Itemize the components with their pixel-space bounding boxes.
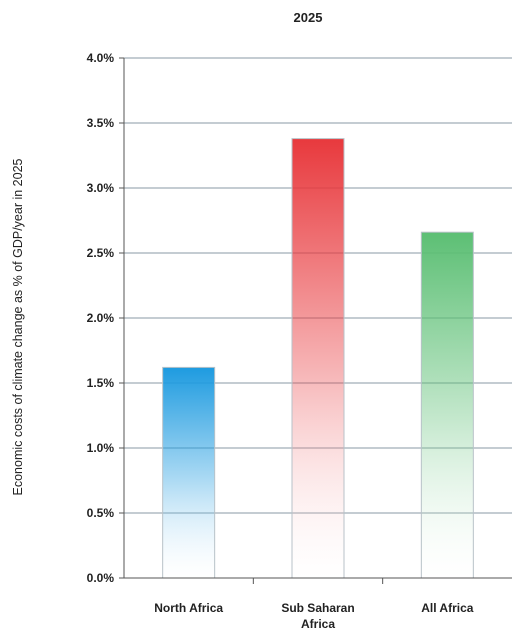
y-tick-label: 0.0% (87, 571, 115, 585)
bar-north-africa (162, 366, 216, 579)
y-axis-ticks: 0.0% 0.5% 1.0% 1.5% 2.0% 2.5% 3.0% 3.5% 4.0% (87, 51, 124, 585)
y-tick-label: 3.5% (87, 116, 115, 130)
y-tick-label: 0.5% (87, 506, 115, 520)
y-tick-label: 4.0% (87, 51, 115, 65)
y-tick-label: 2.0% (87, 311, 115, 325)
axes (123, 58, 512, 579)
y-tick-label: 2.5% (87, 246, 115, 260)
bar-all-africa (420, 231, 474, 579)
chart-title: 2025 (294, 10, 323, 25)
y-tick-label: 3.0% (87, 181, 115, 195)
y-tick-label: 1.5% (87, 376, 115, 390)
x-tick-label: Sub Saharan (281, 601, 354, 615)
x-tick-label: Africa (301, 617, 335, 631)
x-tick-label: All Africa (421, 601, 474, 615)
bar-sub-saharan-africa (291, 138, 345, 579)
y-tick-label: 1.0% (87, 441, 115, 455)
bars (162, 138, 474, 579)
x-axis-ticks: North Africa Sub Saharan Africa All Africa (154, 578, 474, 631)
x-tick-label: North Africa (154, 601, 223, 615)
y-axis-label: Economic costs of climate change as % of… (11, 158, 25, 495)
